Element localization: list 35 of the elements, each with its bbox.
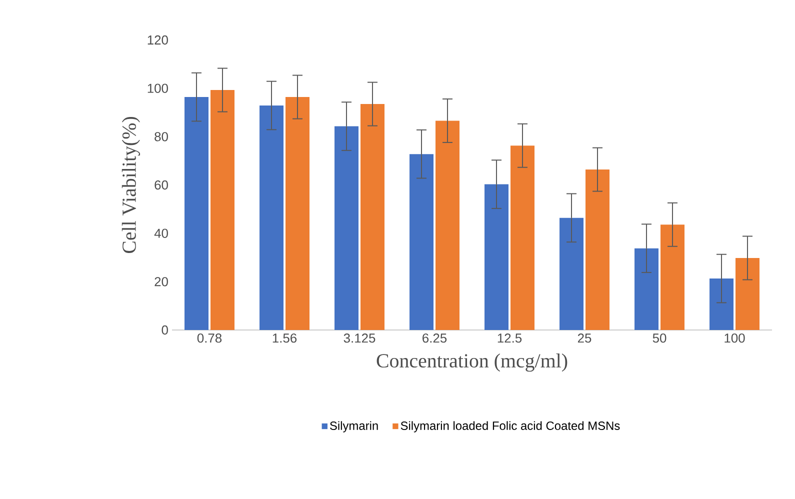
y-tick-label: 80 xyxy=(154,132,168,142)
bar xyxy=(586,170,610,330)
bar xyxy=(210,90,234,330)
bar xyxy=(710,278,734,330)
bar xyxy=(436,120,460,330)
x-tick-label: 25 xyxy=(578,334,592,343)
bar xyxy=(286,97,310,330)
bar xyxy=(634,248,659,330)
x-tick-label: 100 xyxy=(724,334,745,343)
bar xyxy=(260,105,284,330)
bar xyxy=(484,184,509,330)
y-tick-label: 0 xyxy=(162,325,168,335)
bar xyxy=(736,258,760,330)
x-tick-label: 12.5 xyxy=(498,334,522,343)
bar xyxy=(184,97,209,330)
x-tick-label: 50 xyxy=(652,334,666,343)
y-tick-label: 60 xyxy=(154,180,168,190)
y-tick-label: 20 xyxy=(154,277,168,286)
x-tick-label: 6.25 xyxy=(422,334,447,343)
bar xyxy=(334,126,359,330)
bar xyxy=(360,104,384,330)
bar xyxy=(410,154,434,330)
legend-label: Silymarin xyxy=(330,421,378,432)
legend-label: Silymarin loaded Folic acid Coated MSNs xyxy=(400,421,620,432)
y-tick-label: 100 xyxy=(148,84,168,93)
bar xyxy=(560,218,584,330)
y-tick-label: 120 xyxy=(148,35,168,45)
x-tick-label: 3.125 xyxy=(344,334,376,343)
x-tick-label: 0.78 xyxy=(197,334,222,343)
bar xyxy=(510,146,534,330)
y-axis-title: Cell Viability(%) xyxy=(122,116,140,254)
x-tick-label: 1.56 xyxy=(272,334,297,343)
bar xyxy=(660,224,684,330)
x-axis-title: Concentration (mcg/ml) xyxy=(376,354,568,372)
y-tick-label: 40 xyxy=(154,228,168,238)
